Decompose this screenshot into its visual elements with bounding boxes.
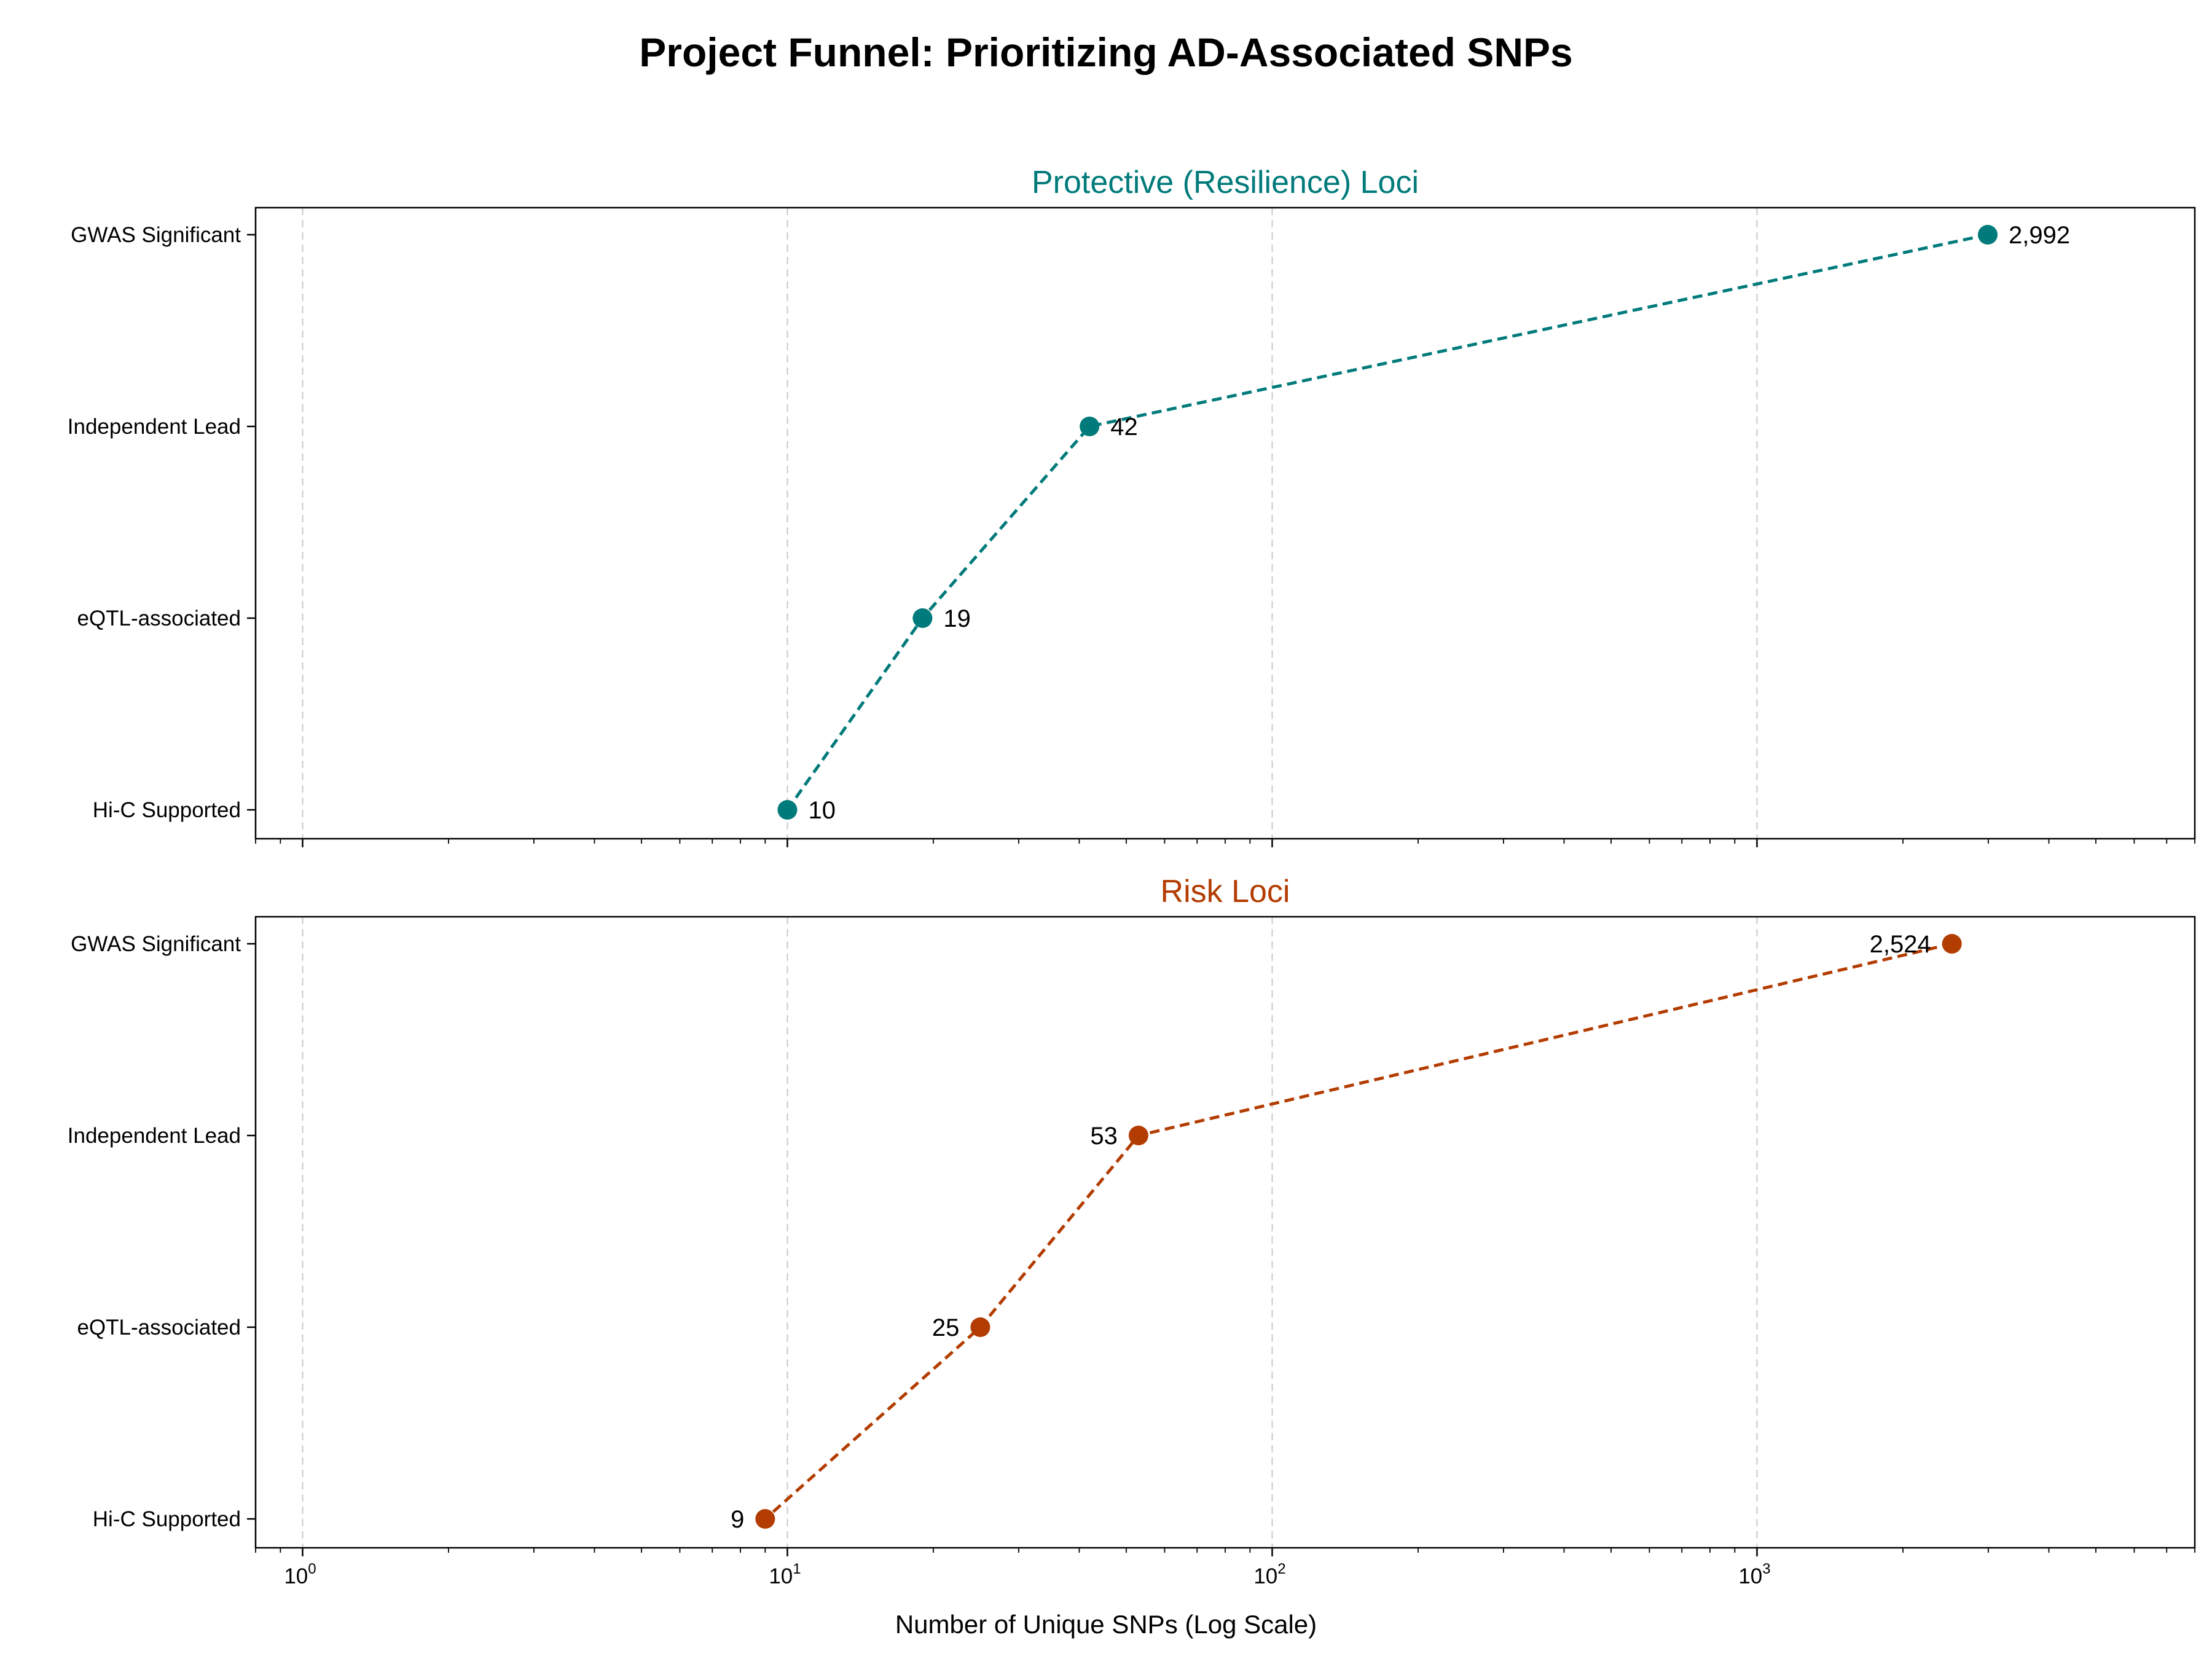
data-label: 2,992: [2009, 222, 2070, 249]
category-label: eQTL-associated: [77, 1316, 241, 1339]
x-tick-label: 100: [284, 1561, 316, 1588]
data-point: [755, 1509, 775, 1529]
series-line: [786, 233, 1988, 811]
data-label: 9: [731, 1506, 744, 1533]
x-tick-label: 101: [769, 1561, 801, 1588]
category-label: Hi-C Supported: [93, 798, 241, 822]
panels: Protective (Resilience) Loci GWAS Signifi…: [68, 165, 2196, 1588]
category-label: Hi-C Supported: [93, 1507, 241, 1531]
data-label: 53: [1090, 1123, 1118, 1150]
category-label: GWAS Significant: [71, 932, 241, 956]
category-label: Independent Lead: [68, 415, 241, 439]
data-label: 25: [932, 1314, 960, 1341]
panel-2: Risk Loci GWAS Significant Independent Lea…: [68, 874, 2196, 1556]
data-point: [912, 608, 933, 628]
panel-1: Protective (Resilience) Loci GWAS Signifi…: [68, 165, 2196, 847]
data-point: [1942, 934, 1962, 954]
data-point: [777, 800, 798, 820]
data-label: 2,524: [1870, 931, 1931, 958]
series-line: [764, 942, 1953, 1520]
x-tick-labels: 100 101 102 103: [284, 1561, 1770, 1588]
data-label: 10: [808, 797, 836, 824]
x-tick-label: 103: [1738, 1561, 1770, 1588]
x-tick-label: 102: [1253, 1561, 1285, 1588]
category-label: Independent Lead: [68, 1124, 241, 1148]
figure-title: Project Funnel: Prioritizing AD-Associat…: [639, 29, 1572, 75]
data-point: [970, 1317, 990, 1337]
x-axis-label: Number of Unique SNPs (Log Scale): [895, 1610, 1317, 1639]
panel-title: Protective (Resilience) Loci: [1032, 165, 1419, 200]
panel-title: Risk Loci: [1161, 874, 1290, 909]
data-point: [1080, 417, 1100, 436]
data-point: [1128, 1126, 1148, 1145]
category-label: GWAS Significant: [71, 223, 241, 247]
data-label: 42: [1110, 414, 1138, 441]
data-label: 19: [943, 605, 971, 632]
data-point: [1977, 225, 1998, 245]
category-label: eQTL-associated: [77, 606, 241, 630]
